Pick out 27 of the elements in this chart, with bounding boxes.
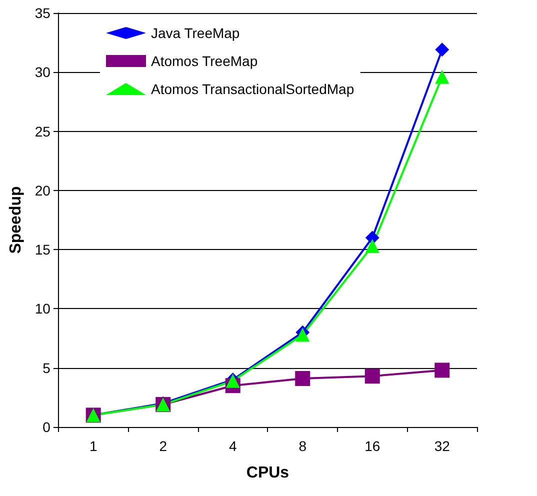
point xyxy=(435,70,450,84)
y-tick-label: 0 xyxy=(42,419,51,435)
point xyxy=(435,42,450,57)
y-tick-label: 10 xyxy=(34,300,51,317)
point xyxy=(365,239,380,254)
x-tick-label: 2 xyxy=(159,438,168,454)
point xyxy=(296,328,310,342)
point xyxy=(295,371,310,386)
y-axis-title: Speedup xyxy=(8,186,24,254)
x-tick-label: 8 xyxy=(298,438,307,454)
point xyxy=(434,362,450,378)
y-tick-label: 30 xyxy=(34,64,51,80)
legend-label: Java TreeMap xyxy=(151,25,240,41)
x-axis-title: CPUs xyxy=(246,464,290,482)
legend-label: Atomos TreeMap xyxy=(151,53,258,69)
x-tick-label: 16 xyxy=(364,438,380,454)
point xyxy=(364,368,380,384)
x-tick-label: 4 xyxy=(228,438,237,454)
y-tick-label: 25 xyxy=(34,123,51,140)
y-tick-label: 20 xyxy=(34,182,51,198)
y-tick-label: 15 xyxy=(34,242,51,258)
point xyxy=(365,230,380,245)
legend-label: Atomos TransactionalSortedMap xyxy=(151,81,354,97)
y-tick-label: 35 xyxy=(34,5,51,21)
y-tick-label: 5 xyxy=(42,360,51,376)
x-tick-label: 1 xyxy=(89,438,98,454)
x-tick-label: 32 xyxy=(434,438,450,454)
